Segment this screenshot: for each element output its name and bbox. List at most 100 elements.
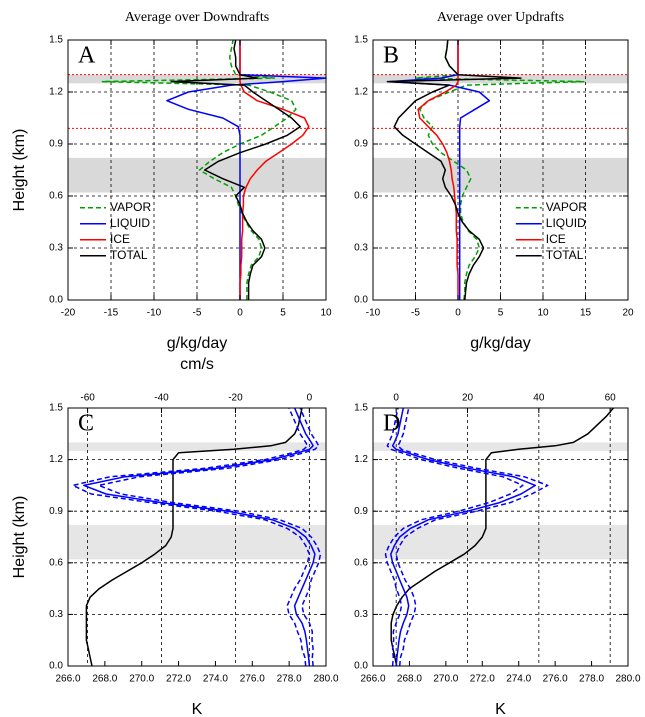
legend-label: ICE (546, 232, 566, 246)
plot-frame (67, 407, 327, 667)
plot-frame (372, 407, 629, 667)
x-tick-label: 0 (237, 308, 243, 319)
panel-title: Average over Downdrafts (125, 10, 269, 25)
x-tick-label: -10 (147, 308, 162, 319)
x2-tick-label: -60 (80, 393, 95, 404)
panel-label: D (383, 411, 400, 437)
legend-label: VAPOR (546, 200, 587, 214)
x2-tick-label: 0 (307, 393, 313, 404)
x-tick-label: 5 (280, 308, 286, 319)
x-tick-label: 20 (622, 308, 634, 319)
x-tick-label: 272.0 (470, 674, 495, 685)
x-tick-label: 276.0 (543, 674, 568, 685)
y-tick-label: 0.6 (49, 557, 63, 568)
y-tick-label: 0.3 (354, 243, 368, 254)
x-tick-label: 278.0 (277, 674, 302, 685)
y-tick-label: 0.6 (354, 191, 368, 202)
y-tick-label: 1.5 (49, 35, 63, 46)
y-tick-label: 1.2 (49, 454, 63, 465)
x-tick-label: 280.0 (615, 674, 640, 685)
x-tick-label: 278.0 (579, 674, 604, 685)
x-axis-label: K (192, 701, 203, 717)
x-tick-label: -5 (193, 308, 202, 319)
shaded-band (68, 524, 326, 560)
x2-tick-label: 20 (462, 393, 474, 404)
shaded-band (373, 442, 628, 451)
y-tick-label: 1.5 (354, 403, 368, 414)
panel-label: B (383, 43, 399, 69)
x2-tick-label: 0 (393, 393, 399, 404)
x-tick-label: 0 (455, 308, 461, 319)
shaded-band (68, 442, 326, 451)
x-tick-label: -10 (366, 308, 381, 319)
profile-line (389, 40, 491, 300)
y-tick-label: 0.3 (49, 243, 63, 254)
legend-label: VAPOR (110, 200, 151, 214)
x-tick-label: 268.0 (92, 674, 117, 685)
profile-line (72, 407, 311, 667)
panel-label: C (78, 411, 94, 437)
x-tick-label: 280.0 (313, 674, 338, 685)
shaded-band (373, 157, 628, 193)
x-tick-label: 10 (320, 308, 332, 319)
y-tick-label: 1.2 (49, 87, 63, 98)
legend-label: LIQUID (546, 216, 586, 230)
shaded-band (373, 524, 628, 560)
profile-line (170, 39, 301, 300)
y-tick-label: 0.0 (49, 661, 63, 672)
x-tick-label: 268.0 (397, 674, 422, 685)
y-tick-label: 1.5 (49, 403, 63, 414)
y-tick-label: 0.0 (354, 661, 368, 672)
profile-line (384, 407, 524, 667)
x-tick-label: -20 (61, 308, 76, 319)
x-tick-label: 274.0 (506, 674, 531, 685)
y-tick-label: 1.2 (354, 87, 368, 98)
panel-title: Average over Updrafts (437, 10, 564, 25)
y-axis-label: Height (km) (11, 496, 28, 579)
shaded-band (68, 157, 326, 193)
y-tick-label: 1.2 (354, 454, 368, 465)
x-tick-label: 274.0 (203, 674, 228, 685)
profile-line (395, 407, 549, 667)
y-tick-label: 0.3 (49, 609, 63, 620)
y-tick-label: 1.5 (354, 35, 368, 46)
y-tick-label: 0.9 (354, 506, 368, 517)
profile-line (101, 39, 297, 300)
x-tick-label: 266.0 (360, 674, 385, 685)
y-tick-label: 0.9 (354, 139, 368, 150)
y-tick-label: 0.6 (354, 557, 368, 568)
x-tick-label: 15 (580, 308, 592, 319)
profile-line (390, 407, 537, 667)
profile-line (85, 407, 303, 667)
x-axis-label: g/kg/day (167, 335, 227, 352)
x-axis-label: K (495, 701, 506, 717)
x-tick-label: 270.0 (433, 674, 458, 685)
x-axis-label: g/kg/day (470, 335, 530, 352)
y-tick-label: 0.3 (354, 609, 368, 620)
x-tick-label: 5 (498, 308, 504, 319)
x-tick-label: 270.0 (129, 674, 154, 685)
x2-tick-label: -40 (154, 393, 169, 404)
y-tick-label: 0.0 (354, 295, 368, 306)
profile-line (83, 407, 316, 667)
x2-tick-label: -20 (228, 393, 243, 404)
legend-label: LIQUID (110, 216, 150, 230)
legend-label: TOTAL (546, 248, 584, 262)
profile-line (414, 39, 585, 301)
x-tick-label: 266.0 (55, 674, 80, 685)
x-tick-label: -15 (104, 308, 119, 319)
profile-line (386, 39, 522, 301)
x-tick-label: 10 (537, 308, 549, 319)
panel-label: A (78, 43, 96, 69)
x-tick-label: 272.0 (166, 674, 191, 685)
profile-line (390, 407, 614, 667)
profile-line (166, 40, 327, 300)
y-tick-label: 0.6 (49, 191, 63, 202)
x2-axis-label: cm/s (180, 356, 214, 373)
y-tick-label: 0.0 (49, 295, 63, 306)
x2-tick-label: 60 (605, 393, 617, 404)
x-tick-label: -5 (411, 308, 420, 319)
x-tick-label: 276.0 (240, 674, 265, 685)
y-tick-label: 0.9 (49, 139, 63, 150)
